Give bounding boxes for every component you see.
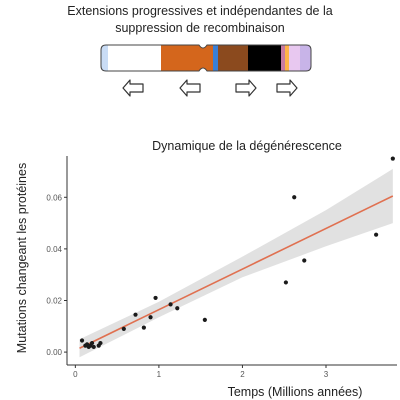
y-tick-label: 0.04 <box>46 245 62 254</box>
left-arrow-icon <box>122 79 144 97</box>
data-point <box>292 195 297 200</box>
chromosome-segment <box>108 45 161 71</box>
data-point <box>168 302 173 307</box>
right-arrow-icon <box>276 79 298 97</box>
data-point <box>283 280 288 285</box>
y-tick-label: 0.06 <box>46 193 62 202</box>
data-point <box>202 317 207 322</box>
data-point <box>98 340 103 346</box>
scatter-chart: 0 1 2 3 0.00 0.02 0.04 0.06 <box>46 156 397 379</box>
chromosome-segment <box>101 45 108 71</box>
data-point <box>175 306 180 311</box>
chromosome-segment <box>161 45 213 71</box>
fit-line-group <box>79 195 394 349</box>
data-point <box>141 325 146 330</box>
data-point <box>121 326 126 331</box>
chart-axes <box>66 156 397 366</box>
regression-line <box>79 195 394 349</box>
data-point <box>148 315 153 320</box>
y-axis-label: Mutations changeant les protéines <box>15 163 29 353</box>
data-point <box>133 312 138 317</box>
chromosome-segment <box>248 45 281 71</box>
x-tick-label: 0 <box>73 370 78 379</box>
chromosome-outline <box>100 44 312 72</box>
header-line-1: Extensions progressives et indépendantes… <box>67 4 333 18</box>
x-tick-label: 2 <box>240 370 245 379</box>
x-tick-label: 1 <box>157 370 162 379</box>
data-point <box>79 338 85 343</box>
data-point <box>153 295 158 301</box>
right-arrow-icon <box>235 79 257 97</box>
chart-title: Dynamique de la dégénérescence <box>152 139 342 153</box>
chromosome-segment <box>218 45 248 71</box>
chromosome-segment <box>285 45 289 71</box>
chromosome-arrows <box>122 79 298 97</box>
figure-header: Extensions progressives et indépendantes… <box>0 3 400 37</box>
data-point <box>302 258 307 263</box>
header-line-2: suppression de recombinaison <box>115 21 285 35</box>
x-axis-label: Temps (Millions années) <box>228 385 363 399</box>
left-arrow-icon <box>179 79 201 97</box>
data-point <box>91 344 96 350</box>
data-points <box>79 156 395 350</box>
chromosome-segment <box>281 45 285 71</box>
chromosome-diagram <box>100 44 312 72</box>
x-axis-ticks: 0 1 2 3 <box>73 365 329 379</box>
y-tick-label: 0.02 <box>46 296 62 305</box>
data-point <box>89 340 95 346</box>
data-point <box>374 232 379 237</box>
confidence-band-area <box>79 168 393 358</box>
y-tick-label: 0.00 <box>46 348 62 357</box>
y-axis-ticks: 0.00 0.02 0.04 0.06 <box>46 193 67 357</box>
confidence-band <box>79 168 393 358</box>
chromosome-segment <box>289 45 300 71</box>
chromosome-segment <box>300 45 311 71</box>
x-tick-label: 3 <box>324 370 329 379</box>
chromosome-segment <box>213 45 218 71</box>
data-point <box>390 156 395 161</box>
